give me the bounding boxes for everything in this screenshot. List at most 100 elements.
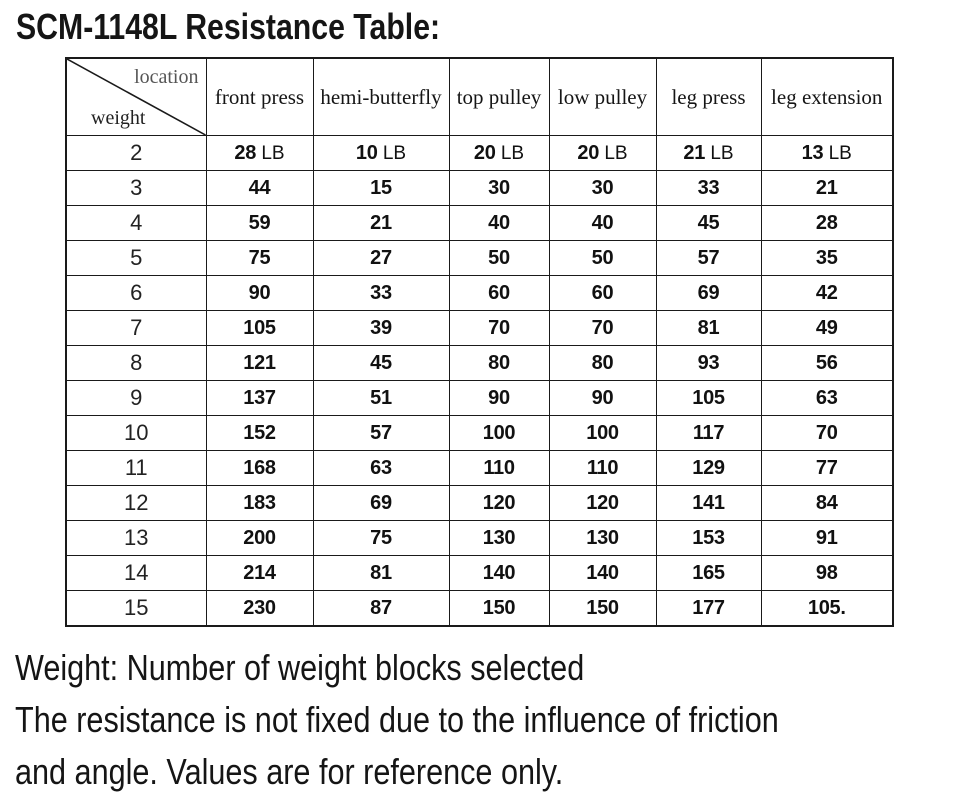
- resistance-value-cell: 50: [548, 240, 657, 276]
- table-row: 12 183 69 120 120 141 84: [65, 485, 894, 521]
- unit-label: LB: [828, 142, 852, 164]
- resistance-value: 35: [815, 246, 838, 269]
- table-row: 10 152 57 100 100 117 70: [65, 415, 894, 451]
- resistance-value-cell: 214: [205, 555, 314, 591]
- resistance-value-cell: 30: [548, 170, 657, 206]
- resistance-value-cell: 150: [548, 590, 657, 627]
- resistance-value: 153: [692, 526, 725, 549]
- resistance-value-cell: 129: [655, 450, 762, 486]
- resistance-value: 177: [692, 596, 725, 619]
- resistance-value-cell: 45: [655, 205, 762, 241]
- resistance-value: 28: [815, 211, 838, 234]
- column-header-hemi-butterfly: hemi-butterfly: [312, 57, 450, 136]
- resistance-value-cell: 15: [312, 170, 450, 206]
- resistance-value-cell: 20 LB: [548, 135, 657, 171]
- page-title: SCM-1148L Resistance Table:: [16, 6, 441, 47]
- resistance-value-cell: 40: [448, 205, 550, 241]
- resistance-value: 165: [692, 561, 725, 584]
- table-row: 3 44 15 30 30 33 21: [65, 170, 894, 206]
- resistance-value-cell: 35: [760, 240, 894, 276]
- resistance-value-cell: 177: [655, 590, 762, 627]
- resistance-value: 20: [577, 141, 600, 164]
- table-row: 5 75 27 50 50 57 35: [65, 240, 894, 276]
- resistance-value: 30: [488, 176, 510, 199]
- resistance-value: 60: [488, 281, 510, 304]
- resistance-value-cell: 80: [548, 345, 657, 381]
- table-row: 6 90 33 60 60 69 42: [65, 275, 894, 311]
- resistance-value-cell: 49: [760, 310, 894, 346]
- resistance-value: 168: [243, 456, 276, 479]
- resistance-value: 20: [473, 141, 496, 164]
- resistance-value-cell: 28: [760, 205, 894, 241]
- resistance-value-cell: 110: [448, 450, 550, 486]
- resistance-value: 130: [586, 526, 619, 549]
- resistance-value-cell: 33: [655, 170, 762, 206]
- resistance-value: 57: [370, 421, 392, 444]
- resistance-value: 81: [697, 316, 720, 339]
- resistance-value-cell: 90: [448, 380, 550, 416]
- weight-cell: 15: [65, 590, 207, 627]
- resistance-value: 87: [370, 596, 392, 619]
- resistance-value-cell: 141: [655, 485, 762, 521]
- resistance-value-cell: 63: [760, 380, 894, 416]
- resistance-value: 120: [482, 491, 516, 514]
- resistance-value: 120: [586, 491, 619, 514]
- weight-cell: 10: [65, 415, 207, 451]
- resistance-value-cell: 20 LB: [448, 135, 550, 171]
- resistance-value: 28: [234, 141, 257, 164]
- table-row: 9 137 51 90 90 105 63: [65, 380, 894, 416]
- resistance-value-cell: 150: [448, 590, 550, 627]
- corner-weight-label: weight: [91, 107, 146, 129]
- resistance-value: 70: [815, 421, 838, 444]
- resistance-value-cell: 59: [205, 205, 314, 241]
- corner-cell: location weight: [65, 57, 207, 136]
- weight-cell: 5: [65, 240, 207, 276]
- header-row: location weight front press hemi-butterf…: [65, 57, 894, 136]
- resistance-value-cell: 152: [205, 415, 314, 451]
- resistance-value: 117: [692, 421, 725, 444]
- resistance-value-cell: 110: [548, 450, 657, 486]
- resistance-value: 214: [243, 561, 276, 584]
- notes: Weight: Number of weight blocks selected…: [15, 642, 779, 798]
- resistance-value-cell: 50: [448, 240, 550, 276]
- resistance-value: 105.: [807, 596, 846, 619]
- resistance-value-cell: 100: [548, 415, 657, 451]
- resistance-value-cell: 81: [312, 555, 450, 591]
- column-header-leg-extension: leg extension: [760, 57, 894, 136]
- resistance-value: 33: [697, 176, 720, 199]
- resistance-value: 183: [243, 491, 276, 514]
- resistance-value-cell: 70: [548, 310, 657, 346]
- resistance-value-cell: 77: [760, 450, 894, 486]
- table-row: 11 168 63 110 110 129 77: [65, 450, 894, 486]
- resistance-value: 21: [370, 211, 392, 234]
- note-line-disclaimer-2: and angle. Values are for reference only…: [15, 751, 564, 792]
- resistance-value: 70: [488, 316, 510, 339]
- resistance-value: 49: [815, 316, 838, 339]
- resistance-value-cell: 81: [655, 310, 762, 346]
- weight-cell: 9: [65, 380, 207, 416]
- resistance-value-cell: 70: [448, 310, 550, 346]
- unit-label: LB: [382, 142, 407, 164]
- resistance-value: 21: [815, 176, 838, 199]
- resistance-value-cell: 75: [205, 240, 314, 276]
- resistance-value: 152: [243, 421, 276, 444]
- table-row: 2 28 LB 10 LB 20 LB 20 LB 21 LB 13 LB: [65, 135, 894, 171]
- weight-cell: 7: [65, 310, 207, 346]
- resistance-value-cell: 21 LB: [655, 135, 762, 171]
- resistance-value-cell: 105.: [760, 590, 894, 627]
- resistance-value: 130: [482, 526, 516, 549]
- resistance-value-cell: 57: [655, 240, 762, 276]
- resistance-value-cell: 28 LB: [205, 135, 314, 171]
- resistance-value: 15: [370, 176, 392, 199]
- table-row: 15 230 87 150 150 177 105.: [65, 590, 894, 627]
- unit-label: LB: [604, 142, 628, 164]
- note-line-disclaimer-1: The resistance is not fixed due to the i…: [15, 699, 779, 740]
- resistance-value-cell: 153: [655, 520, 762, 556]
- weight-cell: 3: [65, 170, 207, 206]
- resistance-value-cell: 90: [548, 380, 657, 416]
- resistance-value: 40: [591, 211, 614, 234]
- resistance-value: 75: [370, 526, 392, 549]
- resistance-value: 50: [488, 246, 510, 269]
- resistance-value-cell: 33: [312, 275, 450, 311]
